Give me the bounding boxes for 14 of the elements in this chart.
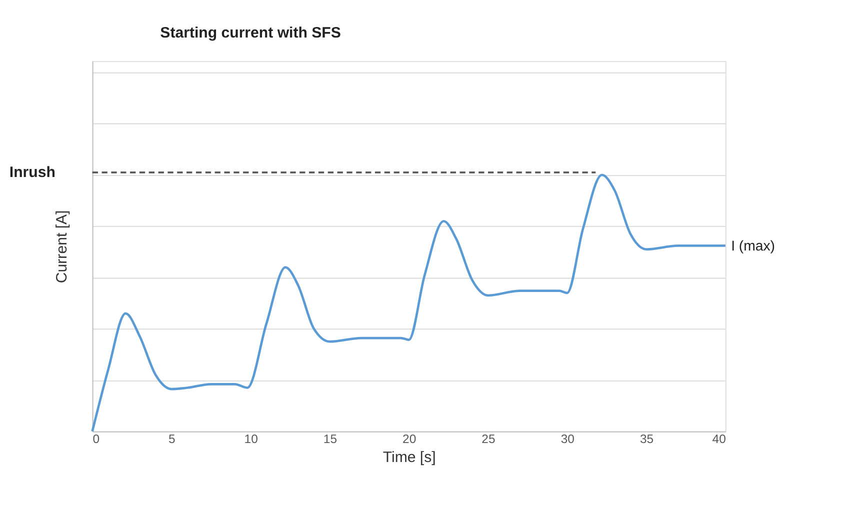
x-tick-label: 30	[560, 432, 575, 446]
x-tick-label: 25	[482, 432, 496, 446]
x-tick-label: 35	[640, 432, 654, 446]
x-tick-label: 20	[402, 432, 416, 446]
x-axis-title: Time [s]	[382, 448, 436, 466]
annotation: I (max)	[731, 237, 776, 254]
y-axis-title: Current [A]	[53, 210, 70, 284]
ref-line-label: Inrush	[9, 164, 56, 182]
x-tick-label: 5	[168, 432, 176, 446]
x-tick-label: 40	[712, 432, 726, 446]
x-tick-label: 15	[323, 432, 338, 446]
x-tick-label: 0	[92, 432, 100, 446]
chart-title: Starting current with SFS	[160, 24, 341, 42]
x-tick-label: 10	[244, 432, 258, 446]
